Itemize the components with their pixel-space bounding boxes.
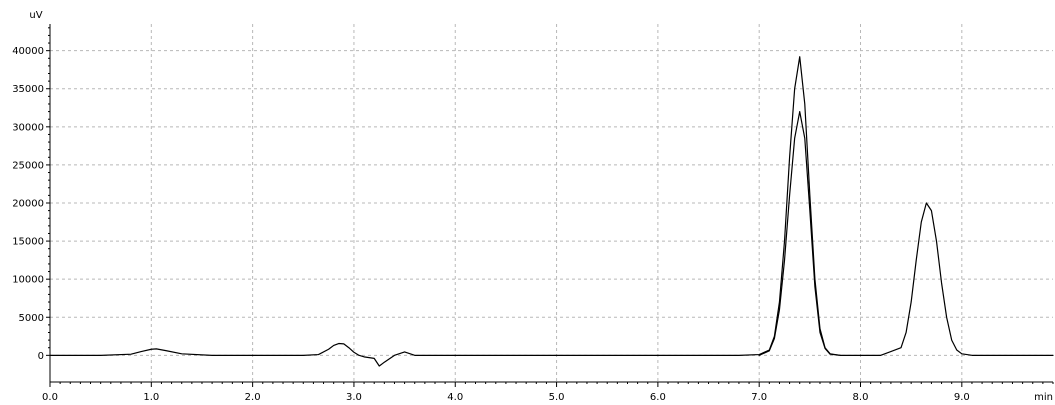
series-layer	[49, 56, 1054, 367]
x-tick-label: 4.0	[447, 392, 463, 403]
x-tick-label: 1.0	[143, 392, 159, 403]
y-tick-label: 5000	[19, 313, 44, 324]
x-tick-label: 8.0	[853, 392, 869, 403]
y-tick-label: 35000	[12, 84, 44, 95]
axis-layer: 0 5000 10000 15000 20000 25000 30000 35000 40000…	[12, 24, 1054, 403]
y-axis-unit-label: uV	[29, 10, 42, 21]
x-tick-label: 0.0	[42, 392, 58, 403]
x-tick-label: 7.0	[751, 392, 767, 403]
x-tick-label: 5.0	[549, 392, 565, 403]
y-tick-label: 10000	[12, 275, 44, 286]
y-tick-label: 30000	[12, 122, 44, 133]
y-tick-label: 0	[38, 351, 44, 362]
y-tick-label: 25000	[12, 160, 44, 171]
x-tick-label: 2.0	[245, 392, 261, 403]
x-tick-label: 9.0	[954, 392, 970, 403]
y-tick-label: 15000	[12, 237, 44, 248]
y-tick-label: 40000	[12, 46, 44, 57]
series-line-secondary	[758, 111, 841, 356]
x-tick-label: 6.0	[650, 392, 666, 403]
x-tick-label: 3.0	[346, 392, 362, 403]
grid-layer	[50, 24, 1053, 382]
x-axis-unit-label: min	[1034, 392, 1053, 403]
y-tick-label: 20000	[12, 199, 44, 210]
